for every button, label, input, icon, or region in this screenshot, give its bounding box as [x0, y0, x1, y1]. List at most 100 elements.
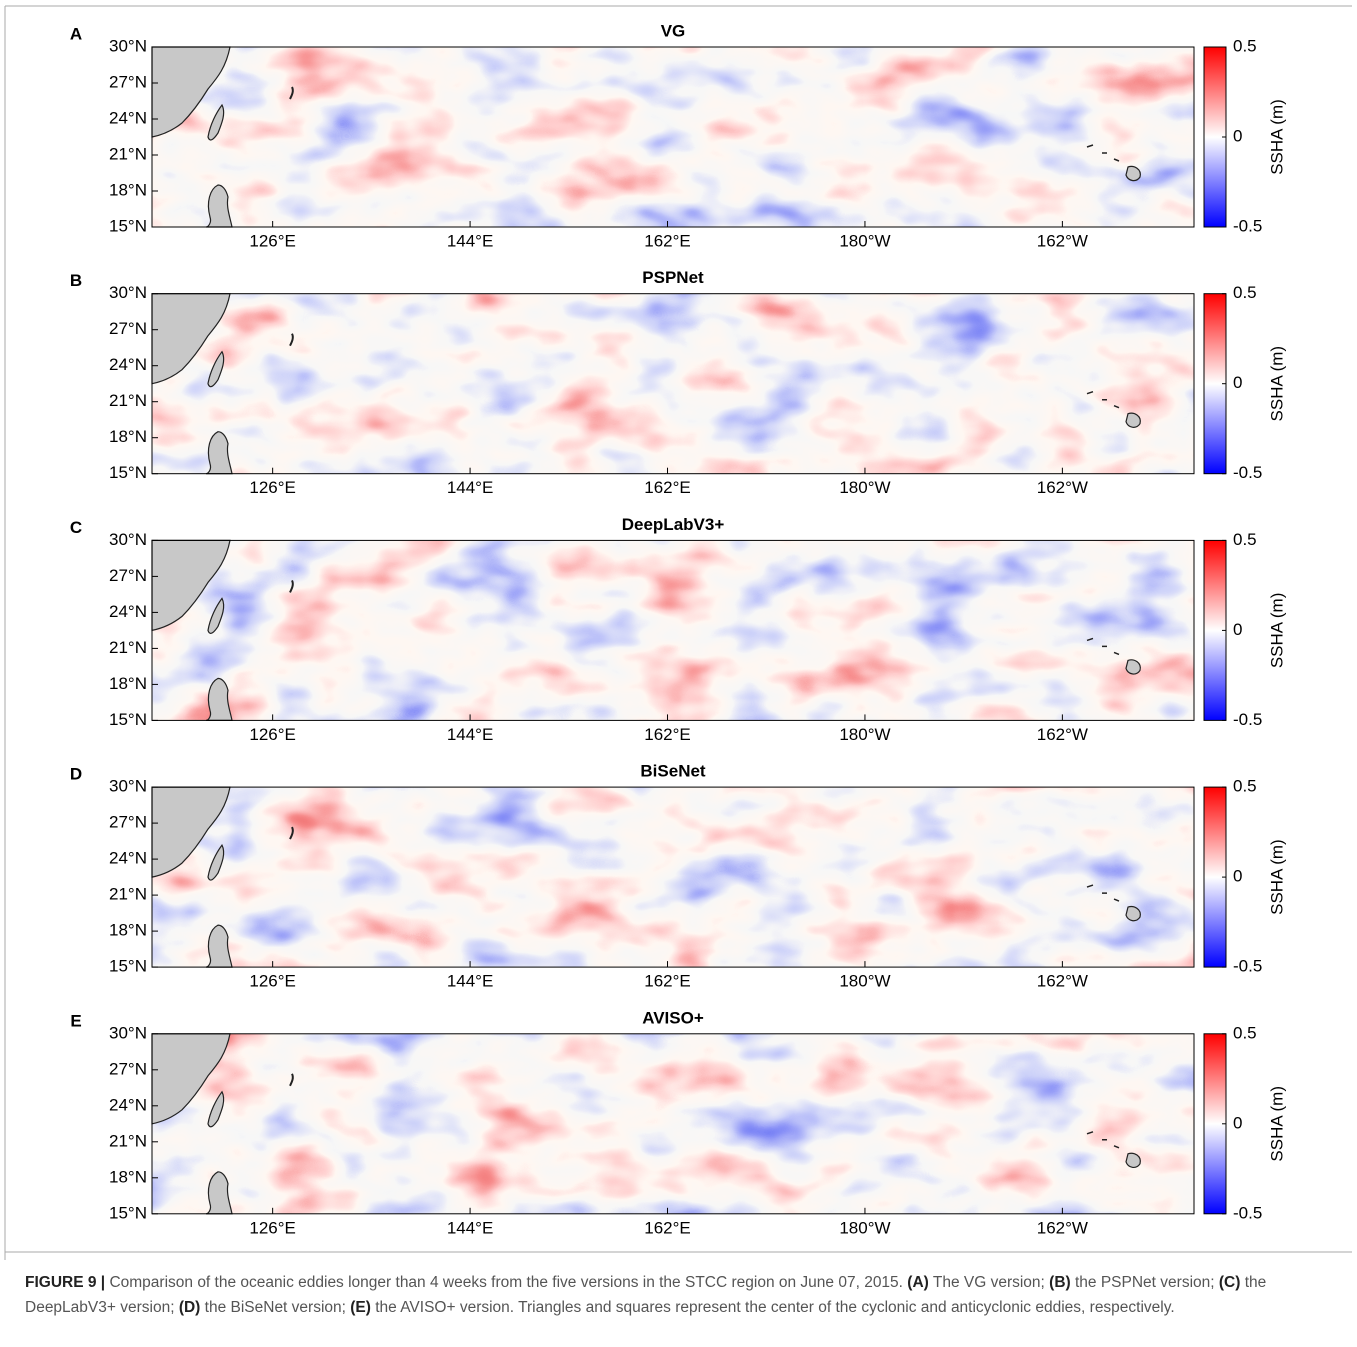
colorbar-tick-label: 0	[1233, 1113, 1242, 1132]
panel-letter: E	[70, 1011, 81, 1030]
x-tick-label: 126°E	[249, 478, 296, 497]
y-tick-label: 21°N	[109, 885, 147, 904]
panel-letter: B	[70, 271, 82, 290]
x-tick-label: 144°E	[447, 725, 494, 744]
y-tick-label: 21°N	[109, 144, 147, 163]
page: 30°N 27°N 24°N 21°N 18°N 15°N 126°E 144°E 162°E 1…	[0, 0, 1357, 1347]
x-tick-label: 162°E	[644, 972, 691, 991]
x-tick-label: 162°E	[644, 725, 691, 744]
panel-letter: A	[70, 24, 82, 43]
caption-segment: (A)	[907, 1274, 929, 1291]
panel: 30°N27°N24°N21°N18°N15°N126°E144°E162°E1…	[70, 21, 1287, 250]
y-tick-label: 30°N	[109, 36, 147, 55]
panel-title: AVISO+	[642, 1008, 704, 1027]
x-tick-label: 126°E	[249, 1218, 296, 1237]
caption-segment: the BiSeNet version;	[200, 1299, 350, 1316]
caption-segment: the AVISO+ version. Triangles and square…	[371, 1299, 1175, 1316]
y-tick-label: 27°N	[109, 1059, 147, 1078]
caption-segment: (D)	[179, 1299, 201, 1316]
panel-title: VG	[661, 21, 686, 40]
colorbar-label: SSHA (m)	[1267, 1086, 1286, 1162]
x-tick-label: 180°W	[839, 478, 890, 497]
colorbar-tick-label: -0.5	[1233, 463, 1262, 482]
ssha-field	[152, 294, 1194, 474]
y-tick-label: 15°N	[109, 710, 147, 729]
x-tick-label: 126°E	[249, 725, 296, 744]
x-tick-label: 144°E	[447, 231, 494, 250]
x-tick-label: 162°E	[644, 1218, 691, 1237]
colorbar-label: SSHA (m)	[1267, 593, 1286, 669]
y-tick-label: 18°N	[109, 427, 147, 446]
colorbar-label: SSHA (m)	[1267, 99, 1286, 175]
y-tick-label: 18°N	[109, 180, 147, 199]
colorbar-label: SSHA (m)	[1267, 839, 1286, 915]
colorbar-tick-label: 0.5	[1233, 283, 1257, 302]
colorbar-tick-label: -0.5	[1233, 957, 1262, 976]
x-tick-label: 144°E	[447, 478, 494, 497]
colorbar-tick-label: 0	[1233, 126, 1242, 145]
panel-letter: C	[70, 518, 82, 537]
caption-segment: (C)	[1219, 1274, 1241, 1291]
y-tick-label: 15°N	[109, 957, 147, 976]
x-tick-label: 162°W	[1037, 478, 1088, 497]
land-hawaii	[1126, 166, 1140, 180]
x-tick-label: 162°W	[1037, 231, 1088, 250]
x-tick-label: 162°W	[1037, 725, 1088, 744]
panel-title: DeepLabV3+	[622, 515, 725, 534]
x-tick-label: 180°W	[839, 231, 890, 250]
caption-segment: The VG version;	[929, 1274, 1049, 1291]
x-tick-label: 126°E	[249, 231, 296, 250]
land-hawaii	[1126, 1153, 1140, 1167]
y-tick-label: 27°N	[109, 566, 147, 585]
ssha-field	[152, 1034, 1194, 1214]
colorbar-tick-label: 0.5	[1233, 530, 1257, 549]
land-hawaii	[1126, 413, 1140, 427]
x-tick-label: 144°E	[447, 972, 494, 991]
y-tick-label: 21°N	[109, 391, 147, 410]
y-tick-label: 27°N	[109, 72, 147, 91]
x-tick-label: 180°W	[839, 1218, 890, 1237]
colorbar-tick-label: 0.5	[1233, 36, 1257, 55]
x-tick-label: 162°E	[644, 478, 691, 497]
caption-segment: (E)	[350, 1299, 371, 1316]
colorbar-tick-label: -0.5	[1233, 710, 1262, 729]
colorbar-tick-label: 0.5	[1233, 777, 1257, 796]
x-tick-label: 162°W	[1037, 1218, 1088, 1237]
y-tick-label: 27°N	[109, 319, 147, 338]
y-tick-label: 24°N	[109, 1095, 147, 1114]
y-tick-label: 30°N	[109, 777, 147, 796]
ssha-field	[152, 787, 1194, 967]
panel-title: BiSeNet	[640, 762, 706, 781]
x-tick-label: 162°W	[1037, 972, 1088, 991]
caption: FIGURE 9 | Comparison of the oceanic edd…	[25, 1270, 1340, 1320]
y-tick-label: 30°N	[109, 530, 147, 549]
colorbar-tick-label: 0.5	[1233, 1023, 1257, 1042]
x-tick-label: 180°W	[839, 725, 890, 744]
panel: 30°N27°N24°N21°N18°N15°N126°E144°E162°E1…	[70, 762, 1287, 991]
colorbar-tick-label: 0	[1233, 620, 1242, 639]
panel-letter: D	[70, 765, 82, 784]
caption-segment: FIGURE 9 |	[25, 1274, 105, 1291]
y-tick-label: 24°N	[109, 108, 147, 127]
y-tick-label: 30°N	[109, 1023, 147, 1042]
caption-segment: (B)	[1049, 1274, 1071, 1291]
colorbar-tick-label: 0	[1233, 867, 1242, 886]
panel-title: PSPNet	[642, 268, 704, 287]
y-tick-label: 27°N	[109, 813, 147, 832]
y-tick-label: 18°N	[109, 1167, 147, 1186]
y-tick-label: 21°N	[109, 1131, 147, 1150]
colorbar-tick-label: -0.5	[1233, 1203, 1262, 1222]
y-tick-label: 15°N	[109, 216, 147, 235]
ssha-field	[152, 47, 1194, 227]
y-tick-label: 18°N	[109, 674, 147, 693]
caption-segment: Comparison of the oceanic eddies longer …	[105, 1274, 907, 1291]
x-tick-label: 126°E	[249, 972, 296, 991]
y-tick-label: 24°N	[109, 602, 147, 621]
colorbar-tick-label: -0.5	[1233, 216, 1262, 235]
y-tick-label: 15°N	[109, 463, 147, 482]
ssha-field	[152, 540, 1194, 720]
colorbar-tick-label: 0	[1233, 373, 1242, 392]
